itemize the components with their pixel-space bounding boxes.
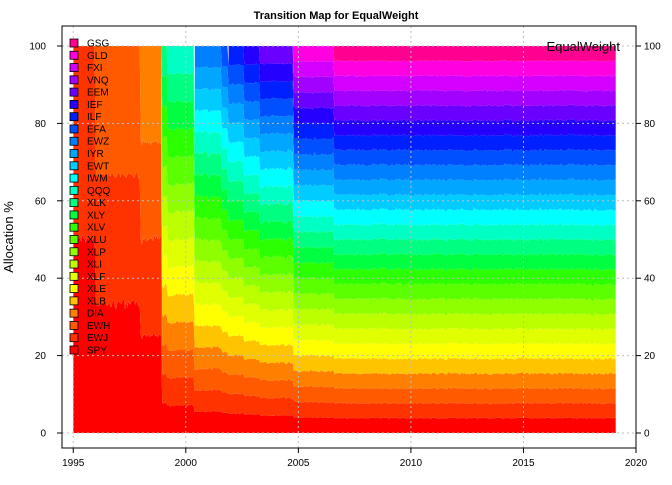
- y-tick-label-right: 60: [644, 196, 656, 207]
- y-tick-label-left: 80: [35, 119, 47, 130]
- series-area-gld: [292, 46, 616, 77]
- legend-swatch-spy: [69, 345, 79, 355]
- legend-label-xlv: XLV: [87, 223, 105, 234]
- y-axis-label: Allocation %: [1, 201, 16, 273]
- y-tick-label-left: 60: [35, 196, 47, 207]
- legend-swatch-gld: [69, 50, 79, 60]
- legend-label-ewt: EWT: [87, 161, 109, 172]
- legend-label-dia: DIA: [87, 309, 104, 320]
- x-tick-label: 2010: [400, 458, 423, 469]
- x-tick-label: 2000: [175, 458, 198, 469]
- legend-swatch-xlv: [69, 222, 79, 232]
- y-tick-label-right: 20: [644, 351, 656, 362]
- legend-swatch-xlf: [69, 271, 79, 281]
- series-area-fxi: [292, 46, 616, 93]
- legend-swatch-xle: [69, 284, 79, 294]
- series-area-ewz: [194, 46, 616, 182]
- legend-label-gsg: GSG: [87, 39, 109, 50]
- legend-swatch-xly: [69, 210, 79, 220]
- legend: GSGGLDFXIVNQEEMIEFILFEFAEWZIYREWTIWMQQQX…: [69, 38, 111, 357]
- legend-label-ewh: EWH: [87, 321, 110, 332]
- area-layer: [73, 46, 616, 433]
- legend-label-xlk: XLK: [87, 198, 106, 209]
- legend-label-efa: EFA: [87, 124, 106, 135]
- legend-label-xlb: XLB: [87, 296, 106, 307]
- legend-label-fxi: FXI: [87, 63, 103, 74]
- series-area-vnq: [292, 46, 616, 108]
- legend-swatch-ewz: [69, 136, 79, 146]
- legend-label-spy: SPY: [87, 346, 107, 357]
- series-area-spy: [73, 234, 616, 433]
- x-tick-label: 2020: [625, 458, 648, 469]
- x-tick-label: 2005: [287, 458, 310, 469]
- series-area-xlk: [161, 46, 616, 257]
- series-area-qqq: [166, 46, 616, 242]
- legend-swatch-xli: [69, 259, 79, 269]
- legend-label-iyr: IYR: [87, 149, 104, 160]
- y-tick-label-right: 0: [644, 429, 650, 440]
- legend-swatch-iyr: [69, 149, 79, 158]
- legend-label-ewj: EWJ: [87, 333, 108, 344]
- series-area-gsg: [333, 46, 616, 62]
- series-area-ilf: [228, 46, 616, 152]
- legend-swatch-efa: [69, 124, 79, 134]
- legend-swatch-ief: [69, 100, 79, 109]
- legend-swatch-fxi: [69, 63, 79, 72]
- legend-swatch-xlk: [69, 198, 79, 208]
- x-tick-label: 2015: [512, 458, 535, 469]
- series-area-ief: [243, 46, 616, 137]
- legend-swatch-ewj: [69, 333, 79, 343]
- corner-label: EqualWeight: [547, 39, 621, 54]
- y-tick-label-right: 100: [644, 42, 661, 53]
- series-area-efa: [220, 46, 616, 167]
- legend-swatch-iwm: [69, 173, 79, 183]
- legend-label-qqq: QQQ: [87, 186, 111, 197]
- legend-swatch-ewh: [69, 321, 79, 330]
- legend-swatch-ilf: [69, 112, 79, 122]
- y-tick-label-left: 100: [29, 42, 46, 53]
- legend-label-ief: IEF: [87, 100, 103, 111]
- legend-swatch-ewt: [69, 161, 79, 171]
- legend-label-xlf: XLF: [87, 272, 105, 283]
- series-area-eem: [259, 46, 616, 123]
- legend-swatch-xlu: [69, 235, 79, 244]
- y-tick-label-right: 40: [644, 274, 656, 285]
- x-tick-label: 1995: [62, 458, 85, 469]
- legend-swatch-xlp: [69, 247, 79, 257]
- y-tick-label-right: 80: [644, 119, 656, 130]
- chart-title: Transition Map for EqualWeight: [254, 10, 419, 22]
- y-tick-label-left: 20: [35, 351, 47, 362]
- legend-label-vnq: VNQ: [87, 75, 109, 86]
- legend-swatch-eem: [69, 87, 79, 97]
- y-tick-label-left: 40: [35, 274, 47, 285]
- legend-label-ilf: ILF: [87, 112, 101, 123]
- legend-label-xli: XLI: [87, 260, 102, 271]
- legend-label-xlp: XLP: [87, 247, 106, 258]
- plot-border: [61, 25, 637, 449]
- series-area-xlb: [161, 46, 616, 375]
- y-tick-label-left: 0: [40, 429, 46, 440]
- legend-label-ewz: EWZ: [87, 137, 109, 148]
- legend-swatch-qqq: [69, 185, 79, 195]
- legend-label-gld: GLD: [87, 51, 108, 62]
- legend-label-xly: XLY: [87, 210, 105, 221]
- legend-label-xlu: XLU: [87, 235, 106, 246]
- legend-swatch-gsg: [69, 38, 79, 48]
- legend-label-xle: XLE: [87, 284, 106, 295]
- legend-swatch-xlb: [69, 296, 79, 306]
- series-area-iwm: [194, 109, 616, 227]
- series-area-iyr: [194, 66, 616, 197]
- legend-label-eem: EEM: [87, 88, 109, 99]
- legend-swatch-dia: [69, 308, 79, 318]
- legend-swatch-vnq: [69, 75, 79, 85]
- series-area-ewt: [194, 88, 616, 212]
- legend-label-iwm: IWM: [87, 174, 108, 185]
